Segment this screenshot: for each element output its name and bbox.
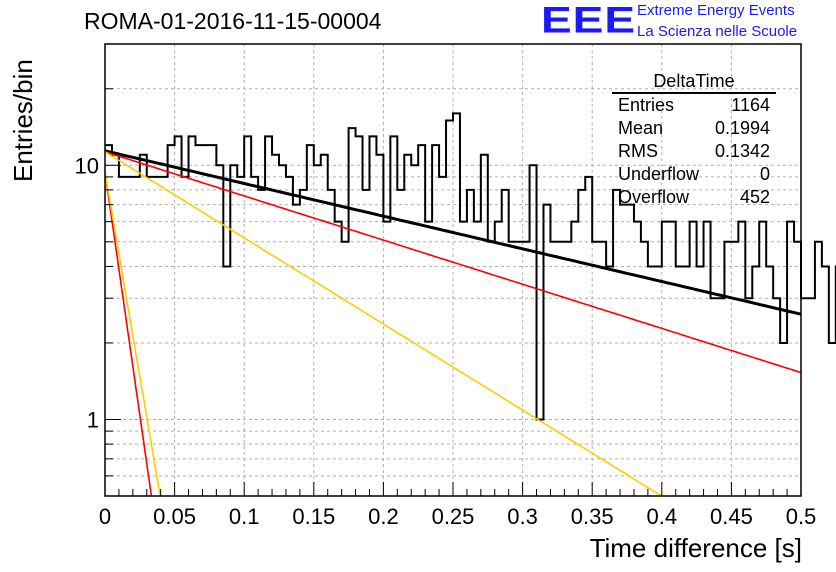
fit-curve [104, 151, 663, 497]
stats-value: 0.1994 [714, 118, 770, 138]
fit-curve [104, 151, 802, 374]
eee-logo: EEE [541, 0, 637, 41]
x-tick-label: 0.25 [432, 504, 475, 529]
stats-row-mean: Mean 0.1994 [612, 117, 776, 140]
chart-title: ROMA-01-2016-11-15-00004 [84, 8, 382, 34]
fit-curve [104, 171, 153, 497]
x-axis-label: Time difference [s] [589, 533, 802, 563]
stats-label: Entries [618, 95, 675, 115]
org-name-line1: Extreme Energy Events [637, 2, 795, 19]
fit-curve [104, 171, 162, 497]
y-axis-label: Entries/bin [8, 59, 38, 182]
stats-row-underflow: Underflow 0 [612, 163, 776, 186]
x-tick-label: 0.2 [368, 504, 399, 529]
stats-row-entries: Entries 1164 [612, 94, 776, 117]
x-tick-label: 0.4 [647, 504, 678, 529]
stats-value: 0.1342 [714, 141, 770, 161]
x-tick-label: 0.3 [507, 504, 538, 529]
x-tick-label: 0.45 [710, 504, 753, 529]
stats-name: DeltaTime [612, 70, 776, 94]
stats-row-rms: RMS 0.1342 [612, 140, 776, 163]
stats-label: Overflow [618, 187, 690, 207]
y-tick-label: 1 [87, 407, 99, 432]
org-name-line2: La Scienza nelle Scuole [637, 23, 798, 40]
stats-row-overflow: Overflow 452 [612, 186, 776, 209]
x-tick-label: 0.35 [571, 504, 614, 529]
stats-value: 452 [739, 187, 770, 207]
stats-label: RMS [618, 141, 658, 161]
histogram-bars [105, 112, 836, 421]
x-tick-label: 0.1 [229, 504, 260, 529]
x-tick-label: 0.15 [292, 504, 335, 529]
stats-value: 0 [759, 164, 770, 184]
x-tick-label: 0 [99, 504, 111, 529]
stats-box: DeltaTime Entries 1164 Mean 0.1994 RMS 0.13… [612, 70, 776, 209]
y-tick-label: 10 [75, 153, 99, 178]
fit-curve [104, 149, 802, 316]
x-tick-label: 0.5 [786, 504, 817, 529]
stats-label: Mean [618, 118, 664, 138]
stats-label: Underflow [618, 164, 700, 184]
stats-value: 1164 [731, 95, 770, 115]
x-tick-label: 0.05 [153, 504, 196, 529]
